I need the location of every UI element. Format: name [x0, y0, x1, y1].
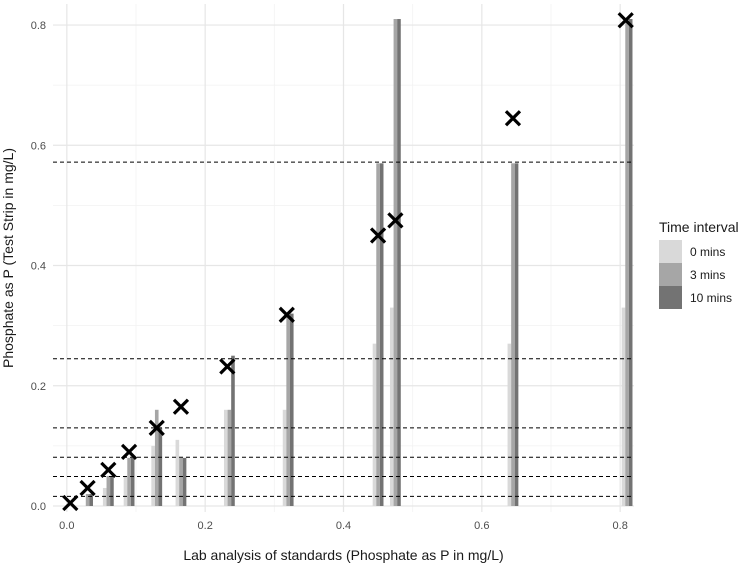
bar — [110, 475, 114, 506]
x-marker — [219, 358, 236, 375]
bar — [514, 163, 519, 506]
bar — [158, 427, 163, 506]
bar — [621, 307, 626, 506]
bar — [130, 457, 135, 506]
tick-labels: 0.0 0.2 0.4 0.6 0.8 0.0 0.2 0.4 0.6 0.8 — [31, 20, 628, 532]
x-marker — [100, 461, 117, 479]
legend-label: 0 mins — [690, 245, 725, 259]
x-marker — [172, 398, 190, 415]
bar — [179, 457, 183, 506]
x-tick-label: 0.2 — [198, 520, 213, 532]
bar — [625, 19, 629, 506]
legend-title: Time interval — [659, 219, 739, 235]
legend-label: 3 mins — [690, 268, 725, 282]
x-marker — [617, 12, 634, 29]
x-marker — [62, 494, 79, 512]
bar — [231, 355, 235, 506]
bar — [106, 475, 111, 506]
x-marker — [369, 227, 387, 244]
bar — [507, 343, 512, 506]
legend-key — [659, 286, 682, 309]
bar — [282, 409, 287, 506]
grid — [53, 4, 634, 512]
bar — [389, 307, 394, 506]
bar — [102, 487, 107, 506]
legend: Time interval 0 mins 3 mins 10 mins — [659, 219, 739, 309]
bar — [175, 439, 180, 506]
x-axis-title: Lab analysis of standards (Phosphate as … — [183, 547, 503, 563]
bar — [376, 163, 380, 506]
y-tick-label: 0.4 — [31, 261, 46, 273]
x-marker — [504, 110, 522, 127]
bar — [286, 313, 290, 506]
markers — [62, 12, 634, 512]
bar — [379, 163, 384, 506]
x-marker — [148, 419, 165, 436]
bars — [85, 19, 633, 506]
bar — [85, 493, 90, 506]
legend-key — [659, 240, 682, 263]
x-tick-label: 0.8 — [613, 520, 628, 532]
bar — [182, 457, 187, 506]
bar — [397, 19, 401, 506]
y-tick-label: 0.8 — [31, 20, 46, 32]
x-marker — [79, 479, 96, 497]
bar — [223, 409, 228, 506]
reference-lines — [53, 161, 634, 497]
x-marker — [120, 443, 138, 461]
bar — [227, 409, 232, 506]
y-axis-title: Phosphate as P (Test Strip in mg/L) — [0, 148, 16, 368]
x-tick-label: 0.6 — [474, 520, 489, 532]
bar — [393, 19, 398, 506]
y-tick-label: 0.2 — [31, 381, 46, 393]
y-tick-label: 0.0 — [31, 501, 46, 513]
bar — [289, 313, 294, 506]
bar — [628, 19, 633, 506]
bar — [372, 343, 377, 506]
x-tick-label: 0.0 — [59, 520, 74, 532]
bar — [89, 493, 93, 506]
legend-label: 10 mins — [690, 291, 732, 305]
x-marker — [387, 212, 404, 229]
bar — [123, 475, 128, 506]
x-tick-label: 0.4 — [336, 520, 351, 532]
bar — [511, 163, 515, 506]
x-marker — [278, 306, 295, 323]
bar — [127, 457, 131, 506]
legend-key — [659, 263, 682, 286]
bar — [151, 445, 155, 506]
y-tick-label: 0.6 — [31, 140, 46, 152]
bar — [154, 409, 159, 506]
